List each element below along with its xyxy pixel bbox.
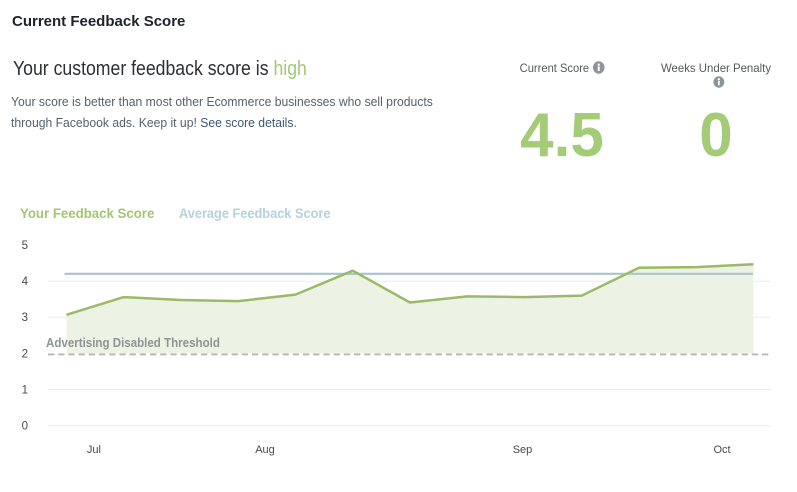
svg-text:1: 1 [22, 385, 28, 397]
svg-text:3: 3 [22, 312, 28, 324]
svg-text:2: 2 [22, 348, 28, 360]
svg-text:Oct: Oct [713, 444, 730, 456]
svg-text:4: 4 [22, 276, 29, 288]
svg-text:Jul: Jul [87, 444, 101, 456]
svg-text:0: 0 [22, 421, 28, 433]
svg-text:Aug: Aug [255, 444, 275, 456]
svg-text:Advertising Disabled Threshold: Advertising Disabled Threshold [46, 336, 220, 350]
svg-text:Sep: Sep [513, 444, 533, 456]
svg-text:5: 5 [22, 240, 28, 252]
